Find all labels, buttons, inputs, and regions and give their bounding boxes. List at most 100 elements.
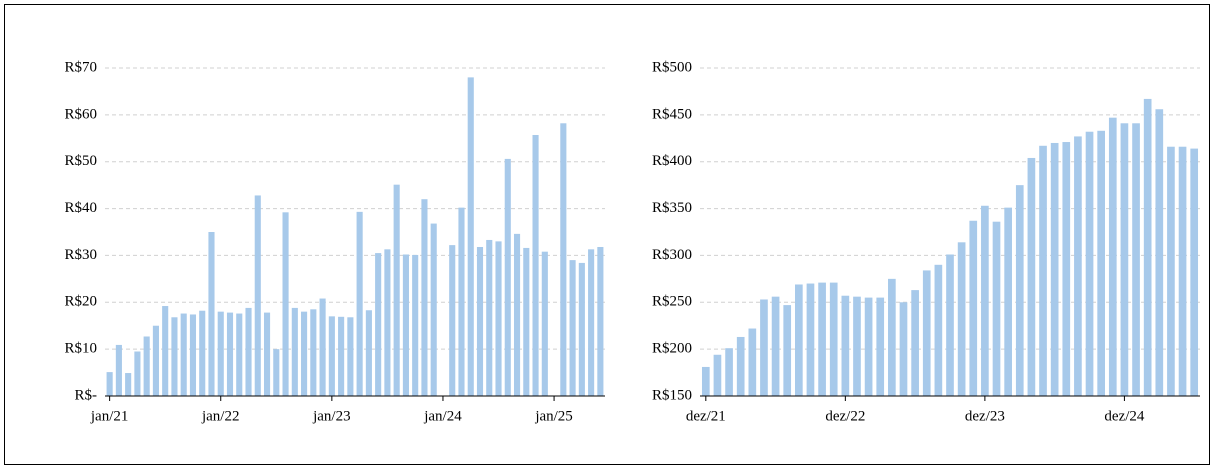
bar: [486, 239, 493, 396]
bar: [1132, 123, 1140, 396]
bar: [713, 354, 722, 396]
bar: [199, 310, 206, 396]
bar: [523, 247, 530, 396]
y-tick-label: R$40: [64, 200, 97, 216]
bar: [476, 246, 484, 396]
bar: [356, 211, 363, 396]
bar: [513, 233, 521, 396]
bar: [725, 348, 733, 396]
bar: [736, 336, 745, 396]
bar: [273, 349, 280, 396]
bar: [701, 366, 710, 396]
x-tick-label: jan/22: [201, 408, 240, 424]
x-tick-label: dez/21: [686, 408, 726, 424]
bar: [1190, 148, 1199, 396]
bar: [115, 344, 122, 396]
y-tick-label: R$400: [652, 153, 692, 169]
bar: [143, 336, 150, 396]
bar: [541, 251, 548, 396]
bar: [1039, 145, 1047, 396]
y-tick-label: R$450: [652, 106, 692, 122]
y-tick-label: R$200: [652, 341, 692, 357]
bar: [957, 242, 966, 396]
bar: [911, 290, 919, 396]
bar: [291, 307, 298, 396]
bar: [864, 297, 873, 396]
bar: [969, 220, 978, 396]
bar: [449, 245, 456, 396]
bar: [282, 212, 289, 396]
x-tick-label: jan/25: [534, 408, 573, 424]
y-tick-label: R$10: [64, 341, 97, 357]
x-tick-label: dez/23: [965, 408, 1005, 424]
bar: [1027, 157, 1036, 396]
y-tick-label: R$20: [64, 294, 97, 310]
bar: [981, 205, 989, 396]
bar: [597, 246, 604, 396]
bar: [319, 298, 326, 396]
bar: [495, 241, 502, 396]
y-tick-label: R$150: [652, 387, 692, 403]
y-tick-label: R$60: [64, 106, 97, 122]
bar: [1097, 130, 1105, 396]
bar: [328, 316, 335, 396]
bar: [1167, 146, 1175, 396]
y-tick-label: R$70: [64, 59, 97, 75]
bar: [795, 284, 803, 396]
bar: [189, 314, 197, 396]
bar: [236, 313, 243, 396]
bar: [263, 312, 271, 396]
bar: [338, 316, 345, 396]
bar: [301, 311, 308, 396]
x-tick-label: jan/24: [423, 408, 462, 424]
x-tick-label: dez/24: [1104, 408, 1144, 424]
bar: [853, 296, 861, 396]
bar: [254, 195, 261, 396]
x-tick-label: dez/22: [825, 408, 865, 424]
bar: [992, 221, 1001, 396]
bar: [106, 372, 113, 396]
bar: [467, 77, 474, 396]
bar: [421, 199, 428, 396]
bar: [829, 282, 838, 396]
frame: [4, 4, 1210, 465]
bar: [888, 278, 896, 396]
bar: [310, 309, 317, 396]
bar: [384, 249, 391, 396]
bar: [771, 296, 780, 396]
bar: [588, 249, 595, 396]
bar: [806, 283, 815, 396]
bar: [783, 305, 792, 396]
bar: [1050, 142, 1059, 396]
bar: [1108, 117, 1117, 396]
bar: [226, 312, 234, 396]
bar: [1074, 136, 1082, 396]
x-tick-label: jan/21: [90, 408, 129, 424]
bar: [393, 184, 400, 396]
bar: [1120, 123, 1129, 396]
bar: [1004, 207, 1012, 396]
bar: [458, 207, 465, 396]
bar: [899, 302, 908, 396]
bar: [569, 260, 576, 396]
bar: [1085, 131, 1094, 396]
bar: [217, 311, 224, 396]
bar: [430, 223, 437, 396]
y-tick-label: R$250: [652, 294, 692, 310]
bar: [180, 313, 187, 396]
y-tick-label: R$350: [652, 200, 692, 216]
bar: [245, 307, 252, 396]
y-tick-label: R$-: [75, 387, 98, 403]
bar: [934, 264, 943, 396]
bar: [560, 123, 567, 396]
bar: [876, 297, 885, 396]
bar: [152, 325, 159, 396]
bar: [171, 317, 178, 396]
bar: [125, 373, 132, 396]
bar: [208, 232, 215, 396]
bar: [504, 158, 511, 396]
bar: [1062, 142, 1071, 396]
bar: [402, 254, 409, 396]
